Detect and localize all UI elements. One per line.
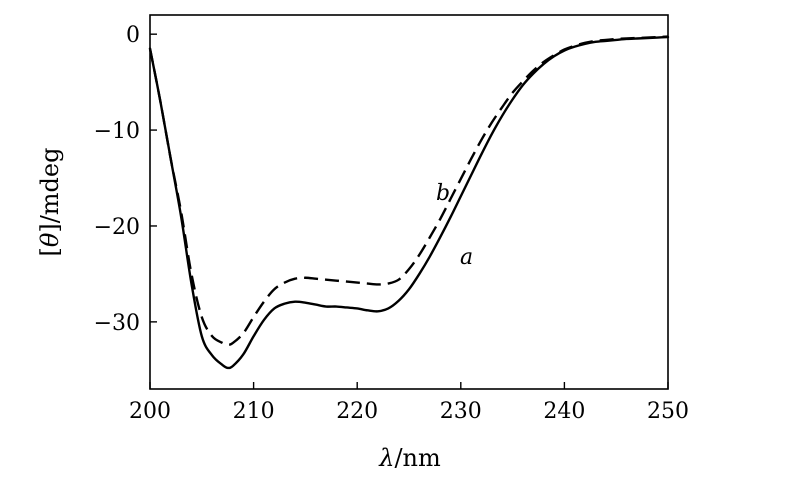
x-tick-label: 240 xyxy=(543,399,585,424)
x-tick-label: 210 xyxy=(233,399,275,424)
x-axis-symbol: λ xyxy=(378,444,394,472)
series-line-a xyxy=(148,35,670,370)
x-axis-unit: /nm xyxy=(394,444,441,472)
y-tick-label: −20 xyxy=(94,215,140,240)
y-tick-label: −30 xyxy=(94,311,140,336)
ticks-layer: 200 210 220 230 240 250 0 −10 −20 −30 xyxy=(94,23,689,424)
x-tick-label: 220 xyxy=(336,399,378,424)
series-label-a: a xyxy=(460,245,473,270)
series-label-b: b xyxy=(436,181,450,206)
y-axis-unit: /mdeg xyxy=(36,148,64,224)
x-tick-label: 250 xyxy=(647,399,689,424)
y-tick-label: −10 xyxy=(94,119,140,144)
x-axis-title: λ/nm xyxy=(378,444,441,472)
curves-layer xyxy=(148,35,670,370)
y-tick-label: 0 xyxy=(126,23,140,48)
series-line-b xyxy=(148,35,669,347)
y-axis-symbol: θ xyxy=(36,232,64,247)
x-tick-label: 200 xyxy=(129,399,171,424)
plot-frame xyxy=(149,14,669,390)
y-axis-title: [θ]/mdeg xyxy=(36,148,64,257)
x-tick-label: 230 xyxy=(440,399,482,424)
